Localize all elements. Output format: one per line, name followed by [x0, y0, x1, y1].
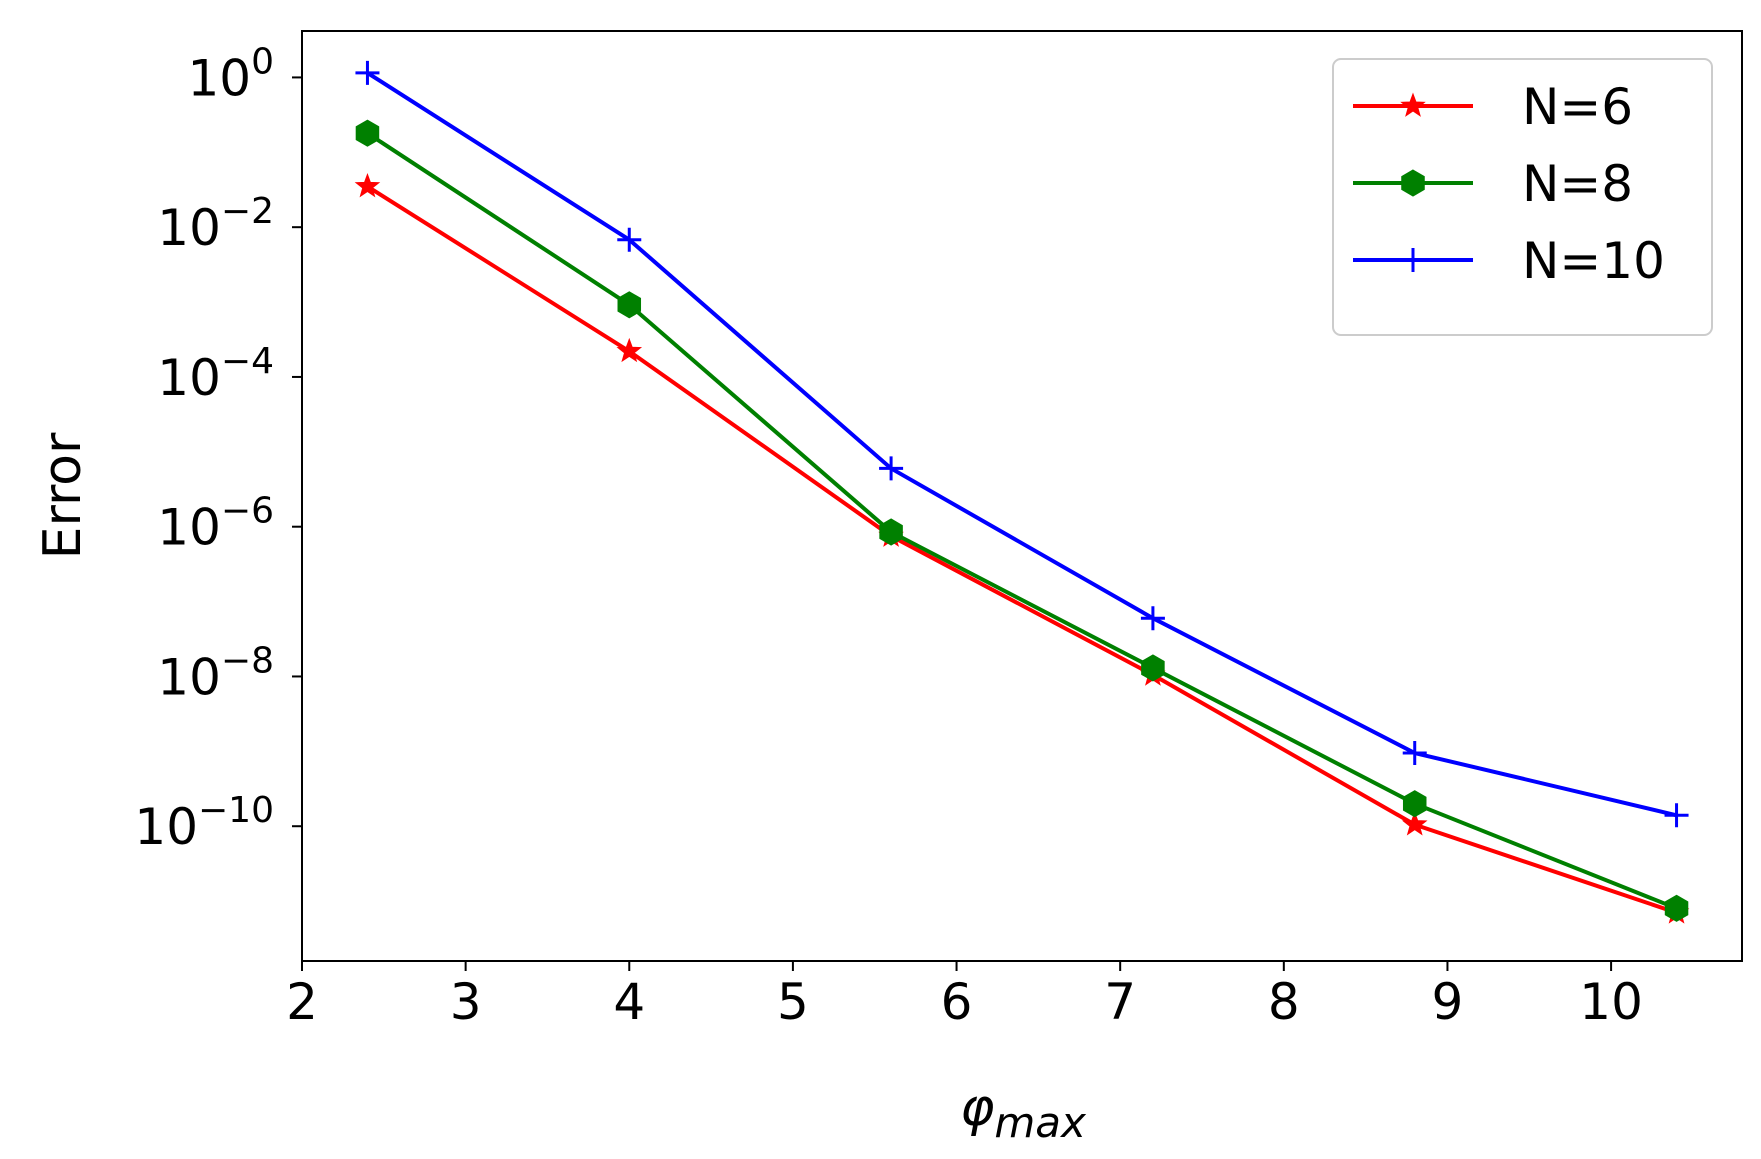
series-n-10: [355, 60, 1689, 828]
data-point-hexagon: [879, 518, 903, 546]
x-tick-label: 4: [613, 973, 645, 1031]
x-tick-label: 10: [1579, 973, 1643, 1031]
legend-label: N=10: [1522, 232, 1665, 290]
series-n-8: [355, 119, 1689, 922]
legend-items: N=6 N=8 N=10: [1353, 78, 1665, 290]
x-axis-label-subscript: max: [994, 1098, 1087, 1147]
x-tick-label: 9: [1432, 973, 1464, 1031]
x-tick-label: 5: [777, 973, 809, 1031]
y-tick-label: 10−10: [134, 790, 274, 856]
legend-label: N=8: [1522, 155, 1633, 213]
y-tick-base: 10: [157, 499, 221, 557]
y-tick-base: 10: [157, 199, 221, 257]
y-tick-base: 10: [157, 648, 221, 706]
series-line: [366, 71, 1678, 818]
y-tick-exponent: −8: [221, 640, 274, 681]
data-point-star: [354, 172, 381, 198]
y-tick-exponent: 0: [251, 41, 274, 82]
y-tick-label: 10−8: [157, 640, 274, 706]
legend-entry: N=6: [1353, 78, 1633, 136]
series-line: [366, 184, 1678, 915]
x-tick-label: 6: [941, 973, 973, 1031]
data-point-plus: [355, 60, 380, 85]
data-point-hexagon: [1401, 169, 1425, 197]
y-tick-label: 10−6: [157, 491, 274, 557]
x-tick-label: 3: [450, 973, 482, 1031]
x-tick-label: 7: [1104, 973, 1136, 1031]
y-axis-label: Error: [33, 432, 93, 559]
y-tick-exponent: −10: [198, 790, 274, 831]
data-point-hexagon: [355, 119, 380, 147]
y-tick-label: 10−4: [157, 341, 274, 407]
y-tick-exponent: −2: [221, 191, 274, 232]
data-point-plus: [1402, 741, 1427, 766]
data-point-plus: [1140, 606, 1165, 631]
data-point-plus: [1401, 248, 1425, 272]
data-point-hexagon: [617, 291, 642, 319]
data-point-plus: [617, 227, 642, 252]
legend-label: N=6: [1522, 78, 1633, 136]
x-axis-label: φmax: [960, 1078, 1087, 1147]
y-tick-base: 10: [134, 798, 198, 856]
x-tick-label: 2: [286, 973, 318, 1031]
data-point-star: [616, 337, 643, 363]
x-tick-label: 8: [1268, 973, 1300, 1031]
y-tick-label: 10−2: [157, 191, 274, 257]
data-point-hexagon: [1664, 894, 1689, 922]
legend-entry: N=8: [1353, 155, 1633, 213]
data-point-hexagon: [1402, 790, 1427, 818]
y-tick-label: 100: [187, 41, 274, 107]
series-line: [366, 131, 1678, 911]
plot-frame: [301, 30, 1743, 962]
data-point-star: [1401, 811, 1428, 836]
legend-box: [1332, 58, 1713, 336]
x-axis-label-symbol: φ: [960, 1078, 994, 1138]
data-point-hexagon: [1141, 654, 1165, 682]
y-tick-exponent: −4: [221, 341, 274, 382]
data-point-plus: [879, 456, 904, 481]
data-point-star: [1400, 92, 1426, 117]
plot-area: [301, 30, 1743, 962]
legend-entry: N=10: [1353, 232, 1665, 290]
y-tick-base: 10: [187, 49, 251, 107]
x-axis: 2 3 4 5 6 7 8 9 10: [286, 961, 1643, 1031]
y-tick-exponent: −6: [221, 491, 274, 532]
y-tick-base: 10: [157, 349, 221, 407]
legend: N=6 N=8 N=10: [1332, 58, 1713, 336]
data-point-plus: [1664, 803, 1689, 828]
series-layer: [354, 60, 1690, 924]
